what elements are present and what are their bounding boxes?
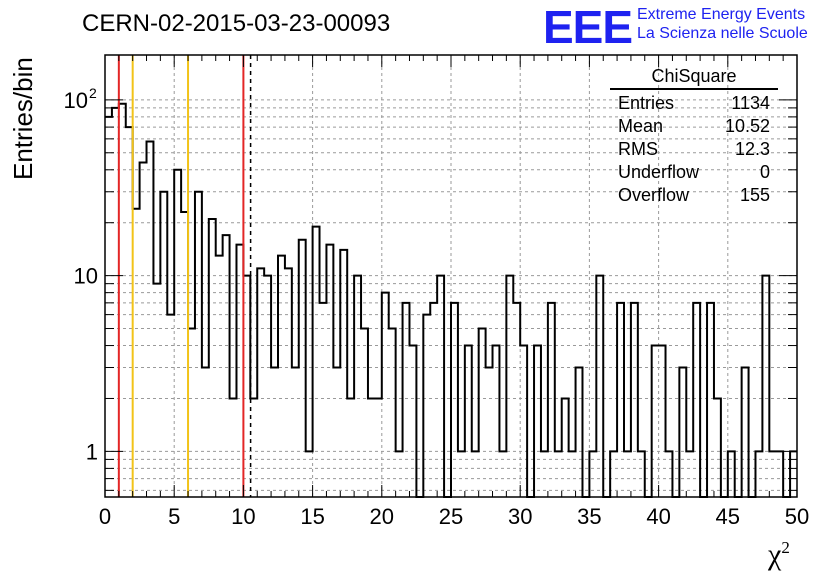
stats-label: RMS: [618, 139, 658, 159]
stats-box: ChiSquare Entries 1134 Mean 10.52 RMS 12.3 …: [610, 66, 778, 207]
x-tick-label: 10: [231, 504, 255, 529]
stats-row-rms: RMS 12.3: [610, 138, 778, 161]
stats-value: 155: [739, 185, 770, 205]
x-axis-label-exponent: 2: [781, 538, 790, 557]
y-tick-exponent: 2: [89, 85, 97, 101]
stats-row-entries: Entries 1134: [610, 92, 778, 115]
logo-line-1: Extreme Energy Events: [637, 6, 806, 23]
x-tick-label: 30: [508, 504, 532, 529]
x-tick-label: 5: [168, 504, 180, 529]
x-tick-label: 50: [785, 504, 809, 529]
stats-label: Entries: [618, 93, 675, 113]
x-tick-label: 35: [577, 504, 601, 529]
y-tick-label: 10: [74, 264, 98, 289]
x-tick-label: 0: [99, 504, 111, 529]
stats-box-title: ChiSquare: [610, 66, 778, 90]
x-tick-label: 20: [370, 504, 394, 529]
x-tick-label: 45: [716, 504, 740, 529]
x-tick-label: 15: [300, 504, 324, 529]
y-tick-label: 1: [86, 439, 98, 464]
stats-row-underflow: Underflow 0: [610, 161, 778, 184]
x-axis-label-symbol: χ: [768, 538, 782, 571]
stats-label: Overflow: [618, 185, 690, 205]
stats-value: 10.52: [724, 116, 770, 136]
stats-label: Mean: [618, 116, 664, 136]
y-tick-label: 10: [64, 88, 88, 113]
y-axis-label: Entries/bin: [8, 57, 38, 180]
x-tick-label: 25: [439, 504, 463, 529]
stats-value: 0: [759, 162, 770, 182]
stats-row-mean: Mean 10.52: [610, 115, 778, 138]
logo-line-2: La Scienza nelle Scuole: [637, 25, 808, 42]
eee-logo-text: Extreme Energy Events La Scienza nelle S…: [637, 5, 808, 43]
x-axis-label: χ2: [768, 538, 790, 572]
x-tick-label: 40: [646, 504, 670, 529]
chart-title: CERN-02-2015-03-23-00093: [82, 10, 391, 37]
stats-value: 1134: [731, 93, 770, 113]
stats-row-overflow: Overflow 155: [610, 184, 778, 207]
stats-label: Underflow: [618, 162, 700, 182]
eee-logo-mark: EEE: [543, 1, 633, 53]
stats-value: 12.3: [734, 139, 770, 159]
